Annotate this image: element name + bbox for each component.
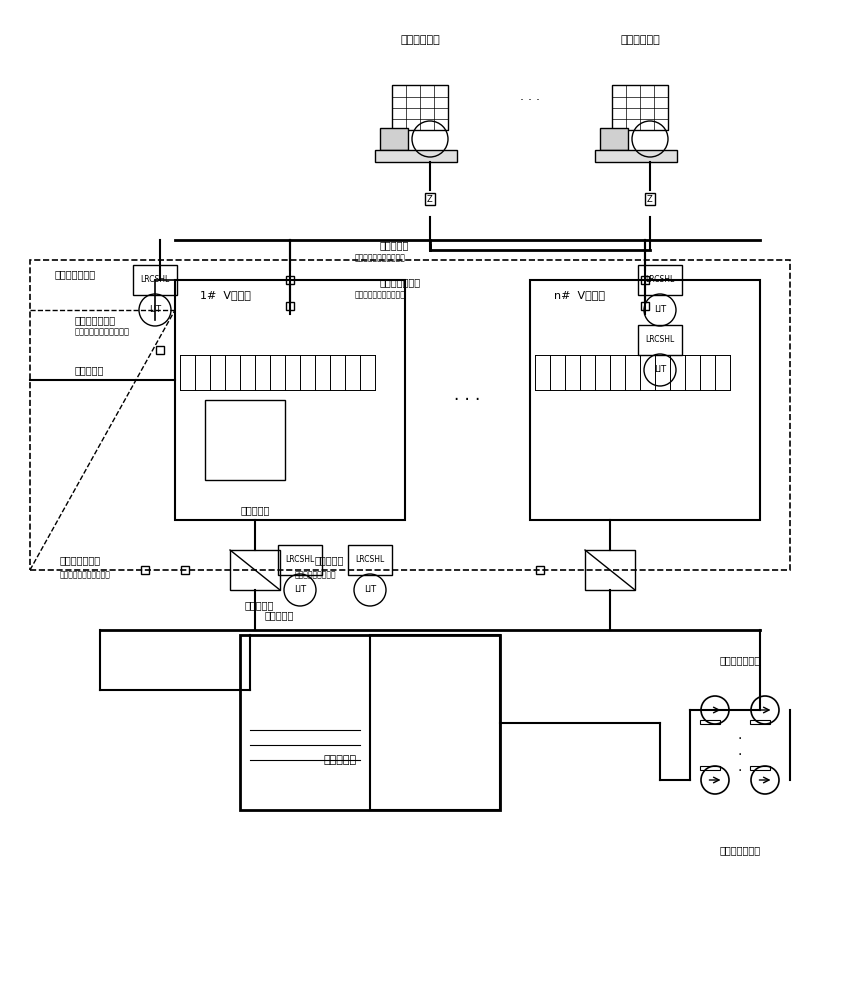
Text: 滤池反冲洗水泵: 滤池反冲洗水泵	[718, 845, 760, 855]
Bar	[644, 193, 654, 205]
Bar	[380, 128, 408, 150]
Text: LRCSHL: LRCSHL	[645, 275, 674, 284]
Text: （带全开全关阀位反馈）: （带全开全关阀位反馈）	[75, 328, 130, 336]
Text: 进水管或渠: 进水管或渠	[75, 365, 104, 375]
Text: LRCSHL: LRCSHL	[645, 336, 674, 344]
Bar	[286, 302, 293, 310]
Text: （带阀位连续反馈）: （带阀位连续反馈）	[294, 570, 336, 580]
Text: LIT: LIT	[363, 585, 375, 594]
Bar	[286, 276, 293, 284]
Bar	[641, 276, 648, 284]
Text: LRCSHL: LRCSHL	[140, 275, 170, 284]
Bar	[133, 265, 177, 295]
Bar	[392, 85, 448, 130]
Bar	[229, 550, 280, 590]
Text: 反洗排水开关阀: 反洗排水开关阀	[75, 315, 116, 325]
Bar	[699, 720, 719, 724]
Bar	[600, 128, 627, 150]
Text: Z: Z	[647, 195, 652, 204]
Text: · · ·: · · ·	[519, 94, 539, 107]
Bar	[641, 302, 648, 310]
Text: LRCSHL: LRCSHL	[355, 556, 384, 564]
Text: 反洗罗茨风机: 反洗罗茨风机	[400, 35, 439, 45]
Text: 反洗罗茨风机: 反洗罗茨风机	[619, 35, 659, 45]
Text: LIT: LIT	[653, 306, 665, 314]
Text: LRCSHL: LRCSHL	[285, 556, 314, 564]
Text: （带全开全关阀位反馈）: （带全开全关阀位反馈）	[355, 253, 405, 262]
Bar	[637, 325, 682, 355]
Bar	[347, 545, 392, 575]
Bar	[374, 150, 456, 162]
Text: LIT: LIT	[653, 365, 665, 374]
Bar	[595, 150, 676, 162]
Text: 滤池反冲洗水泵: 滤池反冲洗水泵	[718, 655, 760, 665]
Bar	[536, 566, 543, 574]
Text: n#  V型滤池: n# V型滤池	[554, 290, 605, 300]
Text: 滤池产水池: 滤池产水池	[323, 755, 357, 765]
Bar	[637, 265, 682, 295]
Text: 反洗进水开关阀: 反洗进水开关阀	[60, 555, 101, 565]
Text: （带全开全关阀位反馈）: （带全开全关阀位反馈）	[60, 570, 111, 580]
Bar	[181, 566, 189, 574]
Bar	[30, 260, 789, 570]
Bar	[175, 280, 404, 520]
Text: Z: Z	[426, 195, 432, 204]
Text: 反洗进气开关阀: 反洗进气开关阀	[380, 277, 421, 287]
Bar	[278, 545, 322, 575]
Bar	[240, 635, 499, 810]
Text: 反洗排水渠: 反洗排水渠	[240, 505, 270, 515]
Bar	[530, 280, 759, 520]
Bar	[749, 766, 769, 770]
Bar	[612, 85, 667, 130]
Bar	[205, 400, 285, 480]
Bar	[141, 566, 148, 574]
Bar	[749, 720, 769, 724]
Bar	[699, 766, 719, 770]
Text: 产水控制阀: 产水控制阀	[315, 555, 344, 565]
Text: 1#  V型滤池: 1# V型滤池	[200, 290, 250, 300]
Bar	[584, 550, 635, 590]
Bar	[425, 193, 434, 205]
Text: 出水没流程: 出水没流程	[264, 610, 294, 620]
Text: 出水没流程: 出水没流程	[245, 600, 274, 610]
Text: LIT: LIT	[148, 306, 161, 314]
Text: · · ·: · · ·	[453, 391, 479, 409]
Text: LIT: LIT	[293, 585, 305, 594]
Text: 排气开关阀: 排气开关阀	[380, 240, 409, 250]
Text: 滤池在线液位计: 滤池在线液位计	[55, 269, 96, 279]
Text: ·
·
·: · · ·	[737, 732, 741, 778]
Bar	[369, 635, 499, 810]
Bar	[156, 346, 164, 354]
Text: （带全开全关阀位友馈）: （带全开全关阀位友馈）	[355, 290, 405, 300]
